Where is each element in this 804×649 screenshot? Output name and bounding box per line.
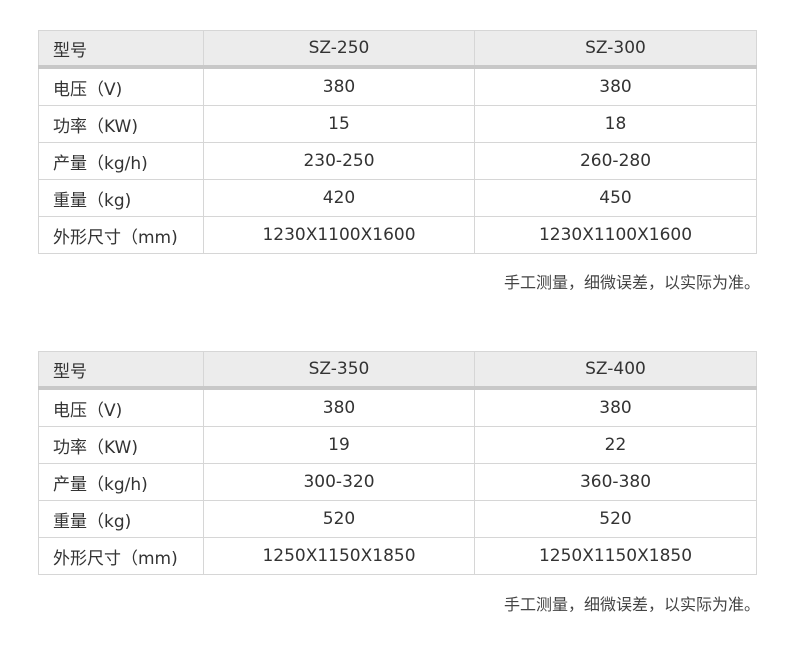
header-row: 型号 SZ-350 SZ-400 <box>38 351 757 390</box>
header-cell: SZ-250 <box>203 30 475 69</box>
cell: 520 <box>203 500 475 538</box>
cell: 520 <box>474 500 757 538</box>
row-label: 产量（kg/h) <box>38 463 204 501</box>
cell: 380 <box>203 66 475 106</box>
row-label: 外形尺寸（mm) <box>38 537 204 575</box>
table-row: 产量（kg/h) 300-320 360-380 <box>38 463 757 501</box>
header-cell: SZ-300 <box>474 30 757 69</box>
cell: 15 <box>203 105 475 143</box>
header-cell: 型号 <box>38 351 204 390</box>
cell: 360-380 <box>474 463 757 501</box>
cell: 260-280 <box>474 142 757 180</box>
row-label: 功率（KW) <box>38 426 204 464</box>
cell: 22 <box>474 426 757 464</box>
cell: 420 <box>203 179 475 217</box>
cell: 380 <box>474 387 757 427</box>
measurement-note: 手工测量，细微误差，以实际为准。 <box>503 273 760 292</box>
spec-table-2: 型号 SZ-350 SZ-400 电压（V) 380 380 功率（KW) 19 22 … <box>38 351 757 575</box>
measurement-note: 手工测量，细微误差，以实际为准。 <box>503 595 760 614</box>
cell: 18 <box>474 105 757 143</box>
spec-table-1: 型号 SZ-250 SZ-300 电压（V) 380 380 功率（KW) 15 18 … <box>38 30 757 254</box>
row-label: 外形尺寸（mm) <box>38 216 204 254</box>
cell: 380 <box>203 387 475 427</box>
row-label: 电压（V) <box>38 66 204 106</box>
row-label: 重量（kg) <box>38 179 204 217</box>
cell: 1250X1150X1850 <box>474 537 757 575</box>
cell: 380 <box>474 66 757 106</box>
header-row: 型号 SZ-250 SZ-300 <box>38 30 757 69</box>
cell: 450 <box>474 179 757 217</box>
cell: 1230X1100X1600 <box>203 216 475 254</box>
row-label: 重量（kg) <box>38 500 204 538</box>
cell: 1250X1150X1850 <box>203 537 475 575</box>
table-row: 重量（kg) 420 450 <box>38 179 757 217</box>
table-row: 外形尺寸（mm) 1230X1100X1600 1230X1100X1600 <box>38 216 757 254</box>
cell: 19 <box>203 426 475 464</box>
header-cell: SZ-400 <box>474 351 757 390</box>
row-label: 电压（V) <box>38 387 204 427</box>
cell: 300-320 <box>203 463 475 501</box>
header-cell: SZ-350 <box>203 351 475 390</box>
cell: 230-250 <box>203 142 475 180</box>
row-label: 功率（KW) <box>38 105 204 143</box>
table-row: 功率（KW) 15 18 <box>38 105 757 143</box>
cell: 1230X1100X1600 <box>474 216 757 254</box>
header-cell: 型号 <box>38 30 204 69</box>
table-row: 电压（V) 380 380 <box>38 387 757 427</box>
row-label: 产量（kg/h) <box>38 142 204 180</box>
table-row: 产量（kg/h) 230-250 260-280 <box>38 142 757 180</box>
table-row: 功率（KW) 19 22 <box>38 426 757 464</box>
table-row: 电压（V) 380 380 <box>38 66 757 106</box>
table-row: 重量（kg) 520 520 <box>38 500 757 538</box>
table-row: 外形尺寸（mm) 1250X1150X1850 1250X1150X1850 <box>38 537 757 575</box>
